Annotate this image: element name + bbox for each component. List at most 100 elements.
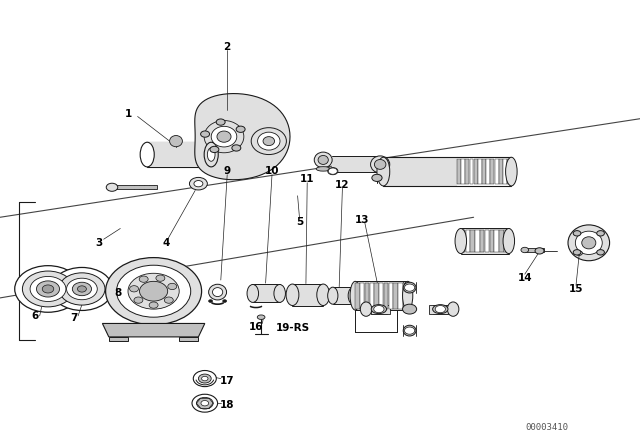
Ellipse shape	[170, 135, 182, 147]
Bar	[525, 248, 544, 252]
Circle shape	[164, 297, 173, 303]
Circle shape	[156, 275, 165, 281]
Text: 5: 5	[296, 217, 303, 227]
Text: 6: 6	[31, 311, 39, 321]
Circle shape	[128, 273, 179, 309]
Circle shape	[232, 145, 241, 151]
Circle shape	[51, 267, 113, 310]
Bar	[470, 230, 475, 252]
Bar	[179, 337, 198, 341]
Ellipse shape	[211, 126, 237, 147]
Bar	[369, 283, 374, 309]
Bar	[461, 228, 509, 254]
Ellipse shape	[350, 281, 360, 310]
Text: 14: 14	[518, 273, 532, 283]
Ellipse shape	[217, 131, 231, 142]
Ellipse shape	[403, 325, 416, 336]
Text: 11: 11	[300, 174, 314, 184]
Ellipse shape	[252, 128, 287, 155]
Circle shape	[404, 284, 415, 291]
Circle shape	[223, 300, 227, 302]
Circle shape	[404, 327, 415, 334]
Circle shape	[596, 231, 604, 236]
Bar	[475, 230, 479, 252]
Circle shape	[149, 302, 158, 308]
Circle shape	[200, 131, 209, 137]
Circle shape	[202, 376, 208, 381]
Text: 15: 15	[569, 284, 583, 294]
Text: 3: 3	[95, 238, 103, 248]
Ellipse shape	[207, 148, 215, 161]
Text: 12: 12	[335, 180, 349, 190]
Text: 18: 18	[220, 400, 234, 409]
Bar	[398, 283, 403, 309]
Circle shape	[189, 177, 207, 190]
Bar	[360, 283, 364, 309]
Ellipse shape	[371, 305, 387, 314]
Ellipse shape	[575, 231, 602, 254]
Circle shape	[573, 231, 581, 236]
Polygon shape	[429, 305, 448, 314]
Text: 13: 13	[355, 215, 369, 224]
Bar	[478, 159, 482, 184]
Bar	[474, 159, 477, 184]
Ellipse shape	[328, 287, 338, 304]
Bar	[457, 159, 461, 184]
Bar	[490, 230, 494, 252]
Circle shape	[30, 276, 66, 302]
Text: 7: 7	[70, 313, 77, 323]
Ellipse shape	[506, 157, 517, 186]
Bar	[292, 284, 323, 306]
Bar	[365, 283, 369, 309]
Bar	[482, 159, 486, 184]
Ellipse shape	[374, 159, 386, 169]
Circle shape	[216, 119, 225, 125]
Text: 10: 10	[265, 166, 279, 176]
Ellipse shape	[212, 288, 223, 297]
Bar	[374, 283, 379, 309]
Ellipse shape	[263, 137, 275, 146]
Bar	[384, 283, 388, 309]
Ellipse shape	[447, 302, 459, 316]
Circle shape	[140, 281, 168, 301]
Circle shape	[116, 265, 191, 317]
Circle shape	[535, 248, 544, 254]
Circle shape	[198, 374, 211, 383]
Circle shape	[194, 181, 203, 187]
Ellipse shape	[371, 156, 390, 173]
Ellipse shape	[286, 284, 299, 306]
Bar	[253, 284, 280, 302]
Bar	[490, 159, 494, 184]
Ellipse shape	[247, 284, 259, 302]
Bar	[461, 230, 465, 252]
Circle shape	[67, 278, 97, 300]
Bar	[494, 230, 499, 252]
Ellipse shape	[316, 167, 330, 171]
Circle shape	[236, 126, 245, 133]
Bar	[504, 230, 508, 252]
Circle shape	[42, 285, 54, 293]
Ellipse shape	[274, 284, 285, 302]
Ellipse shape	[348, 287, 358, 304]
Bar	[495, 159, 499, 184]
Bar	[480, 230, 484, 252]
Bar	[486, 159, 490, 184]
Bar	[333, 287, 353, 304]
Circle shape	[15, 266, 81, 312]
Polygon shape	[371, 305, 390, 314]
Bar	[394, 283, 397, 309]
Bar	[499, 159, 502, 184]
Text: 9: 9	[223, 166, 231, 176]
Circle shape	[36, 281, 60, 297]
Ellipse shape	[503, 228, 515, 254]
Bar	[485, 230, 489, 252]
Circle shape	[201, 401, 209, 406]
Circle shape	[77, 286, 86, 292]
Polygon shape	[102, 323, 205, 337]
Ellipse shape	[576, 251, 582, 255]
Bar	[355, 283, 360, 309]
Ellipse shape	[204, 142, 218, 167]
Circle shape	[106, 258, 202, 325]
Circle shape	[192, 394, 218, 412]
Circle shape	[168, 283, 177, 289]
